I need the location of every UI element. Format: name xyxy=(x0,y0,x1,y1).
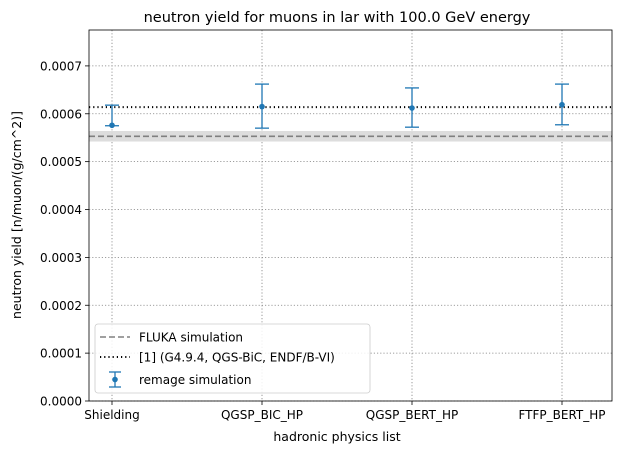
y-tick-label: 0.0007 xyxy=(40,59,82,73)
y-tick-label: 0.0000 xyxy=(40,395,82,409)
chart-title: neutron yield for muons in lar with 100.… xyxy=(144,10,531,26)
x-tick-label: QGSP_BERT_HP xyxy=(366,408,458,422)
data-point xyxy=(559,101,565,108)
y-tick-label: 0.0001 xyxy=(40,347,82,361)
legend-label-remage: remage simulation xyxy=(139,373,251,387)
legend: FLUKA simulation [1] (G4.9.4, QGS-BiC, EN… xyxy=(94,323,371,394)
legend-box xyxy=(94,323,371,394)
legend-label-g494: [1] (G4.9.4, QGS-BiC, ENDF/B-VI) xyxy=(139,351,335,365)
y-tick-label: 0.0006 xyxy=(40,107,82,121)
data-point xyxy=(259,103,265,110)
y-tick-label: 0.0002 xyxy=(40,299,82,313)
data-series xyxy=(105,83,569,129)
y-axis-label: neutron yield [n/muon/(g/cm^2)] xyxy=(9,111,24,319)
x-axis: Shielding QGSP_BIC_HP QGSP_BERT_HP FTFP_BER… xyxy=(84,401,606,422)
y-axis: 0.0000 0.0001 0.0002 0.0003 0.0004 0.0005 0.00… xyxy=(40,59,89,409)
plot-frame xyxy=(88,29,613,402)
legend-swatch-point xyxy=(112,376,118,383)
reference-lines xyxy=(89,106,612,138)
x-tick-label: Shielding xyxy=(84,408,139,422)
x-tick-label: FTFP_BERT_HP xyxy=(518,408,605,422)
y-tick-label: 0.0003 xyxy=(40,251,82,265)
x-tick-label: QGSP_BIC_HP xyxy=(221,408,303,422)
data-point xyxy=(109,122,115,129)
y-tick-label: 0.0004 xyxy=(40,203,82,217)
data-point xyxy=(409,105,415,111)
y-tick-label: 0.0005 xyxy=(40,155,82,169)
legend-label-fluka: FLUKA simulation xyxy=(139,331,243,345)
x-axis-label: hadronic physics list xyxy=(273,429,400,444)
